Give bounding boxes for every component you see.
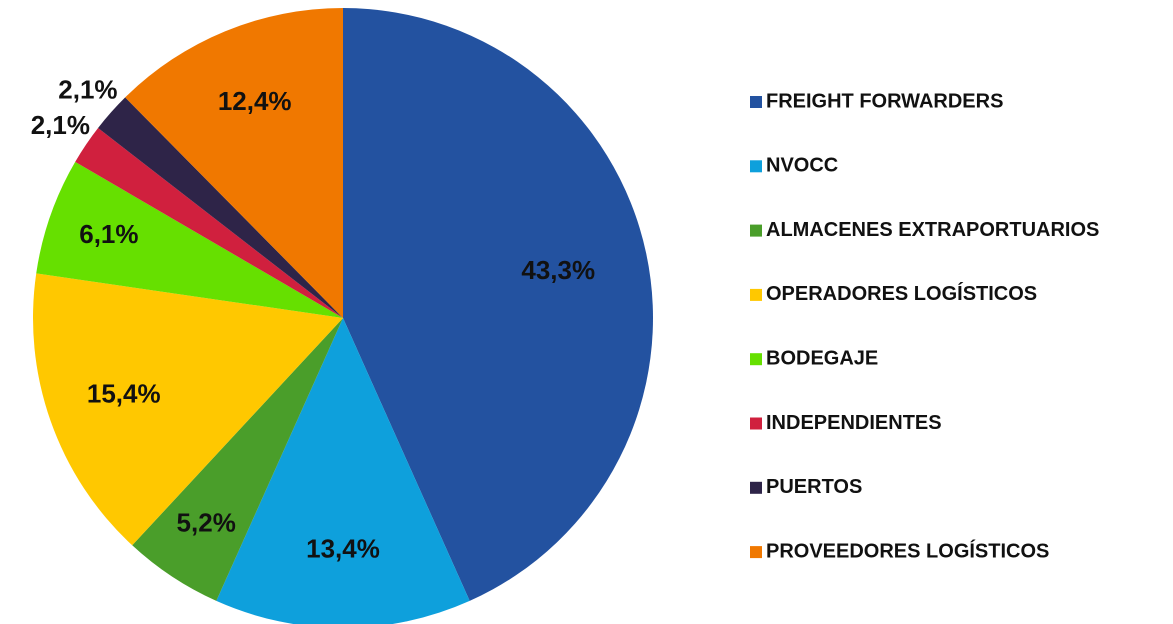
legend-label: INDEPENDIENTES xyxy=(766,412,942,434)
legend-label: BODEGAJE xyxy=(766,347,878,369)
legend-swatch xyxy=(750,417,762,430)
legend-swatch xyxy=(750,288,762,301)
legend-swatch xyxy=(750,96,762,108)
legend-swatch xyxy=(750,546,762,559)
legend-label: ALMACENES EXTRAPORTUARIOS xyxy=(766,219,1099,241)
data-label: 13,4% xyxy=(306,533,380,563)
legend-swatch xyxy=(750,353,762,366)
data-label: 43,3% xyxy=(521,255,595,285)
pie-slice xyxy=(33,273,344,546)
pie-slice xyxy=(36,161,343,318)
pie-slice xyxy=(132,318,343,601)
pie-slice xyxy=(216,318,470,624)
legend-label: PUERTOS xyxy=(766,476,862,498)
legend-label: OPERADORES LOGÍSTICOS xyxy=(766,282,1037,305)
data-label: 2,1% xyxy=(31,110,90,140)
legend-label: FREIGHT FORWARDERS xyxy=(766,90,1003,112)
legend-swatch xyxy=(750,224,762,237)
pie-slice xyxy=(75,127,343,318)
pie-slice xyxy=(343,8,653,601)
legend-swatch xyxy=(750,481,762,494)
data-label: 15,4% xyxy=(87,378,161,408)
data-label: 12,4% xyxy=(218,86,292,116)
legend-label: NVOCC xyxy=(766,155,838,177)
data-label: 2,1% xyxy=(58,75,117,105)
pie-slice xyxy=(125,8,343,318)
legend-swatch xyxy=(750,160,762,173)
legend-label: PROVEEDORES LOGÍSTICOS xyxy=(766,539,1049,562)
data-label: 6,1% xyxy=(79,219,138,249)
pie-slice xyxy=(98,97,344,318)
data-label: 5,2% xyxy=(177,508,236,538)
